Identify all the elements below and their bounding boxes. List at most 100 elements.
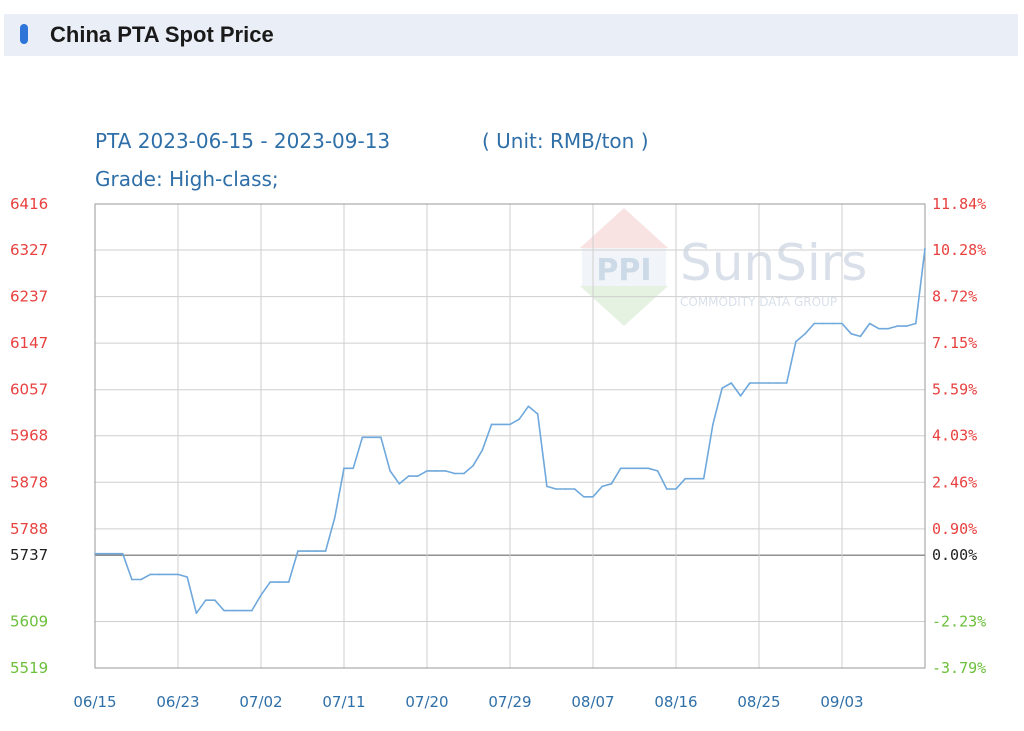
data-point — [352, 467, 355, 470]
data-point — [140, 578, 142, 581]
y-tick-label-right: 7.15% — [932, 334, 977, 352]
data-point — [269, 581, 272, 583]
y-tick-label-left: 5968 — [10, 427, 48, 445]
data-point — [527, 405, 530, 408]
data-point — [813, 322, 816, 325]
y-tick-label-left: 6327 — [10, 241, 48, 259]
data-point — [730, 382, 733, 384]
data-point — [214, 599, 216, 601]
data-point — [583, 496, 585, 498]
data-point — [417, 475, 419, 477]
data-point — [278, 581, 281, 583]
data-point — [223, 609, 225, 612]
x-tick-label: 08/16 — [654, 693, 697, 711]
data-point — [905, 325, 908, 327]
x-tick-label: 07/11 — [322, 693, 365, 711]
data-point — [204, 599, 207, 601]
y-tick-label-left: 5609 — [10, 612, 48, 630]
data-point — [804, 333, 806, 335]
data-point — [380, 436, 382, 439]
data-point — [453, 472, 456, 475]
y-tick-label-left: 5737 — [10, 546, 48, 564]
y-tick-label-right: 0.00% — [932, 546, 977, 564]
y-tick-label-right: 10.28% — [932, 241, 986, 259]
data-point — [426, 470, 428, 472]
data-point — [287, 581, 290, 583]
data-point — [721, 387, 723, 390]
data-point — [389, 470, 391, 472]
data-point — [915, 322, 917, 325]
data-point — [573, 488, 576, 490]
y-tick-label-left: 5788 — [10, 520, 48, 538]
data-point — [509, 423, 511, 426]
plot-frame — [94, 203, 926, 669]
watermark-logo-text: PPI — [596, 253, 651, 288]
watermark-logo-bottom — [580, 286, 668, 326]
data-point — [481, 449, 484, 452]
x-tick-label: 06/15 — [73, 693, 116, 711]
data-point — [398, 483, 401, 485]
data-point — [841, 322, 843, 325]
data-point — [149, 573, 152, 576]
data-point — [684, 477, 686, 480]
y-tick-label-left: 6237 — [10, 288, 48, 306]
data-point — [195, 612, 198, 614]
data-point — [306, 550, 308, 552]
data-point — [592, 496, 594, 498]
data-point — [407, 475, 410, 477]
y-tick-label-left: 6147 — [10, 334, 48, 352]
data-point — [343, 467, 345, 470]
y-tick-label-right: 8.72% — [932, 288, 977, 306]
data-point — [564, 488, 567, 490]
y-tick-label-left: 6057 — [10, 381, 48, 399]
data-point — [629, 467, 631, 470]
data-point — [712, 423, 714, 426]
y-tick-label-right: 4.03% — [932, 427, 977, 445]
data-point — [121, 552, 124, 555]
data-point — [702, 477, 705, 480]
y-tick-label-right: 0.90% — [932, 520, 977, 538]
chart-title: PTA 2023-06-15 - 2023-09-13 — [95, 129, 390, 153]
data-point — [297, 550, 299, 552]
data-point — [472, 464, 474, 467]
page-title: China PTA Spot Price — [50, 22, 274, 47]
data-point — [822, 322, 825, 325]
data-point — [158, 573, 161, 576]
data-point — [435, 470, 438, 472]
data-point — [767, 382, 769, 384]
x-tick-label: 07/02 — [239, 693, 282, 711]
y-tick-label-left: 6416 — [10, 195, 48, 213]
data-point — [334, 516, 336, 519]
price-series-line — [95, 248, 926, 615]
data-point — [859, 335, 862, 338]
data-point — [739, 395, 742, 397]
data-point — [675, 488, 677, 490]
data-point — [463, 472, 465, 475]
data-point — [776, 382, 779, 384]
data-point — [749, 382, 751, 384]
data-point — [536, 413, 539, 415]
data-point — [324, 550, 327, 552]
data-point — [868, 322, 871, 325]
x-tick-label: 08/25 — [737, 693, 780, 711]
data-point — [878, 327, 880, 330]
x-tick-label: 09/03 — [820, 693, 863, 711]
chart-unit: ( Unit: RMB/ton ) — [482, 129, 649, 153]
data-point — [232, 609, 235, 612]
data-point — [924, 247, 926, 250]
watermark-logo-top — [580, 208, 668, 248]
data-point — [656, 470, 659, 472]
data-point — [638, 467, 640, 470]
chart-subtitle: Grade: High-class; — [95, 167, 279, 191]
watermark-brand: SunSirs — [680, 234, 867, 292]
data-point — [619, 467, 622, 470]
data-point — [666, 488, 668, 490]
data-point — [490, 423, 493, 426]
y-tick-label-left: 5878 — [10, 473, 48, 491]
data-point — [131, 578, 133, 581]
y-tick-label-right: -3.79% — [932, 659, 986, 677]
data-point — [500, 423, 502, 426]
data-point — [94, 552, 96, 555]
data-point — [546, 485, 548, 488]
